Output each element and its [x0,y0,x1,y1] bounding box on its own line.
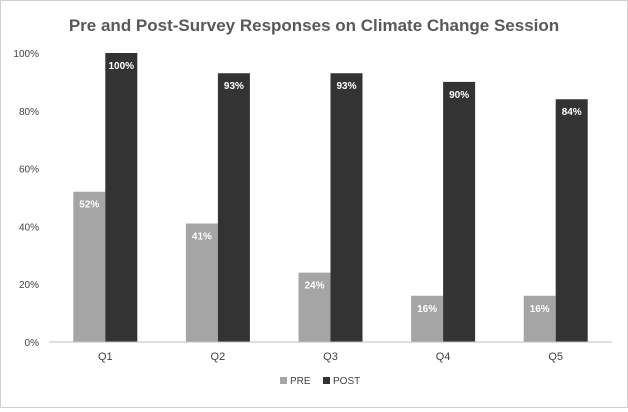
data-label: 93% [336,81,356,92]
y-tick-label: 100% [13,49,39,60]
bar-pre-q3 [298,272,331,342]
x-axis: Q1 Q2 Q3 Q4 Q5 [49,341,612,363]
x-tick-label: Q5 [548,351,563,363]
y-axis: 0% 20% 40% 60% 80% 100% [13,49,39,349]
y-tick-label: 40% [19,222,39,233]
y-tick-label: 0% [25,338,40,349]
bar-post-q3 [330,73,363,342]
bar-pre-q2 [185,223,218,342]
data-label: 16% [530,304,550,315]
data-label: 16% [417,304,437,315]
legend-label-pre: PRE [290,376,311,387]
bars: 52% 100% 41% 93% 24% 93% 16% 90% 16% 84% [73,53,588,343]
bar-post-q4 [443,81,476,343]
legend-label-post: POST [333,376,360,387]
data-label: 100% [109,61,135,72]
x-tick-label: Q2 [211,351,226,363]
bar-post-q5 [555,99,588,343]
data-label: 93% [224,81,244,92]
legend: PRE POST [280,376,360,387]
bar-post-q1 [105,53,138,342]
data-label: 41% [192,232,212,243]
bar-pre-q1 [73,191,106,342]
legend-swatch-pre [280,377,287,384]
x-tick-label: Q3 [323,351,338,363]
x-tick-label: Q4 [436,351,451,363]
data-label: 84% [562,107,582,118]
legend-swatch-post [323,377,330,384]
y-tick-label: 60% [19,165,39,176]
bar-pre-q5 [523,295,556,342]
chart-title: Pre and Post-Survey Responses on Climate… [69,16,559,35]
y-tick-label: 80% [19,107,39,118]
data-label: 24% [304,281,324,292]
bar-post-q2 [217,73,250,342]
y-tick-label: 20% [19,280,39,291]
data-label: 90% [449,90,469,101]
x-tick-label: Q1 [98,351,113,363]
bar-pre-q4 [411,295,444,342]
data-label: 52% [79,200,99,211]
